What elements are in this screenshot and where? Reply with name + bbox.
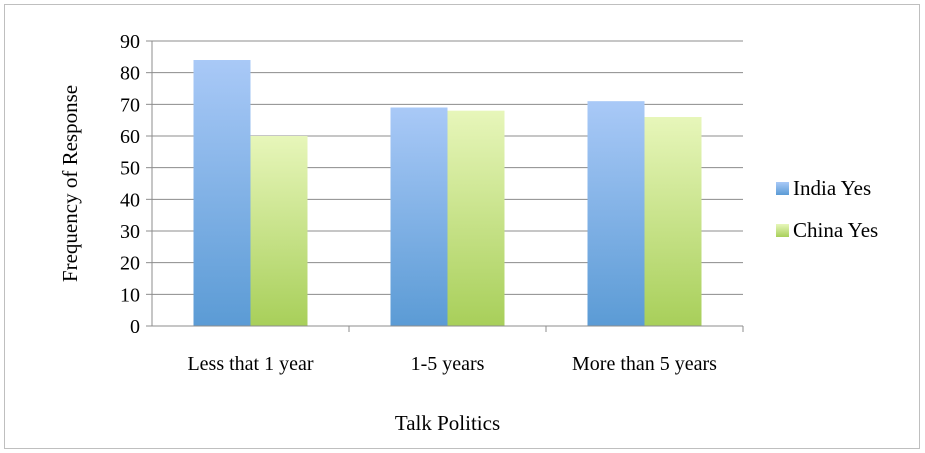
axes [146, 40, 744, 332]
y-tick-label: 0 [130, 316, 140, 338]
legend-swatch [776, 224, 789, 237]
x-category-label: More than 5 years [572, 353, 717, 375]
y-tick-label: 30 [120, 221, 140, 243]
y-tick-label: 80 [120, 63, 140, 85]
y-tick-label: 20 [120, 253, 140, 275]
y-tick-label: 70 [120, 94, 140, 116]
legend-label: China Yes [793, 218, 878, 242]
legend-swatch [776, 182, 789, 195]
x-axis-title: Talk Politics [395, 411, 500, 435]
y-tick-label: 60 [120, 126, 140, 148]
y-tick-label: 90 [120, 31, 140, 53]
y-tick-label: 40 [120, 189, 140, 211]
bar-india-yes [390, 107, 448, 326]
bar-china-yes [447, 110, 505, 327]
legend: India Yes China Yes [776, 176, 878, 242]
y-tick-labels: 0 10 20 30 40 50 60 70 80 90 [120, 31, 140, 338]
y-axis-title: Frequency of Response [58, 85, 82, 282]
y-tick-label: 10 [120, 284, 140, 306]
bar-india-yes [193, 60, 251, 326]
x-category-label: Less that 1 year [187, 353, 313, 375]
x-category-labels: Less that 1 year 1-5 years More than 5 yea… [187, 353, 717, 375]
legend-label: India Yes [793, 176, 871, 200]
bar-china-yes [250, 136, 308, 326]
bar-china-yes [644, 117, 702, 326]
bar-india-yes [587, 101, 645, 327]
x-category-label: 1-5 years [411, 353, 485, 375]
y-tick-label: 50 [120, 158, 140, 180]
bars [193, 60, 702, 327]
